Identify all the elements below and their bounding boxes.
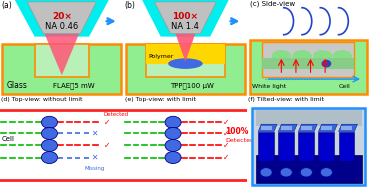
Text: NA 0.46: NA 0.46 [45,22,79,31]
Polygon shape [299,124,317,132]
Polygon shape [258,132,274,161]
Ellipse shape [168,58,203,69]
Circle shape [280,168,292,177]
Polygon shape [45,34,79,75]
Polygon shape [155,2,216,34]
Text: Polymer: Polymer [148,54,174,59]
Text: Detected: Detected [225,138,254,143]
Bar [250,40,366,94]
Text: Missing: Missing [84,166,104,171]
Bar [262,58,354,69]
Text: (f) Tilted-view: with limit: (f) Tilted-view: with limit [248,97,324,102]
Circle shape [165,139,181,152]
Circle shape [260,168,272,177]
Circle shape [300,168,313,177]
Polygon shape [142,0,229,37]
Text: ✓: ✓ [104,141,110,150]
Text: ✓: ✓ [223,129,229,138]
Bar [252,108,365,185]
Bar [301,126,312,130]
Polygon shape [318,124,337,132]
Polygon shape [299,132,314,161]
Bar [256,110,362,126]
Text: ✕: ✕ [92,153,98,162]
Text: Cell: Cell [339,84,351,89]
Text: FLAE～5 mW: FLAE～5 mW [54,82,95,89]
Text: ✓: ✓ [223,141,229,150]
Circle shape [41,127,58,139]
Circle shape [320,168,332,177]
Circle shape [165,116,181,128]
Ellipse shape [313,50,332,62]
Circle shape [165,127,181,139]
Text: 20×: 20× [52,12,72,21]
Text: TPP～100 μW: TPP～100 μW [170,82,214,89]
Text: Glass: Glass [6,81,27,90]
Ellipse shape [292,50,312,62]
Bar [262,42,354,77]
Polygon shape [318,132,334,161]
Ellipse shape [272,50,291,62]
Polygon shape [176,34,195,62]
Bar [321,126,332,130]
Circle shape [321,60,331,67]
Text: Cell: Cell [1,136,14,143]
Text: White light: White light [252,84,286,89]
Polygon shape [278,132,294,161]
Bar [35,44,89,77]
Ellipse shape [332,50,352,62]
Bar [256,155,362,183]
Bar [281,126,292,130]
Polygon shape [15,0,109,37]
Text: NA 1.4: NA 1.4 [172,22,199,31]
Bar [3,44,121,94]
Text: (b): (b) [125,1,136,10]
Text: Detected: Detected [104,112,129,117]
Text: 100%: 100% [225,127,248,136]
Circle shape [41,152,58,163]
Polygon shape [339,124,358,132]
Polygon shape [339,132,354,161]
Circle shape [165,152,181,163]
Polygon shape [278,124,297,132]
Bar [126,44,245,94]
Text: ✓: ✓ [223,153,229,162]
Text: (d) Top-view: without limit: (d) Top-view: without limit [1,97,83,102]
Text: (e) Top-view: with limit: (e) Top-view: with limit [125,97,196,102]
Circle shape [41,116,58,128]
Text: 100×: 100× [172,12,199,21]
Bar [261,126,272,130]
Text: ✓: ✓ [223,118,229,127]
Bar [341,126,352,130]
Circle shape [41,139,58,152]
Text: (a): (a) [1,1,12,10]
Text: ✕: ✕ [92,129,98,138]
Polygon shape [258,124,277,132]
Text: (c) Side-view: (c) Side-view [250,1,295,7]
Bar [146,44,225,77]
Polygon shape [27,2,96,34]
Bar [146,44,225,64]
Text: ✓: ✓ [104,118,110,127]
